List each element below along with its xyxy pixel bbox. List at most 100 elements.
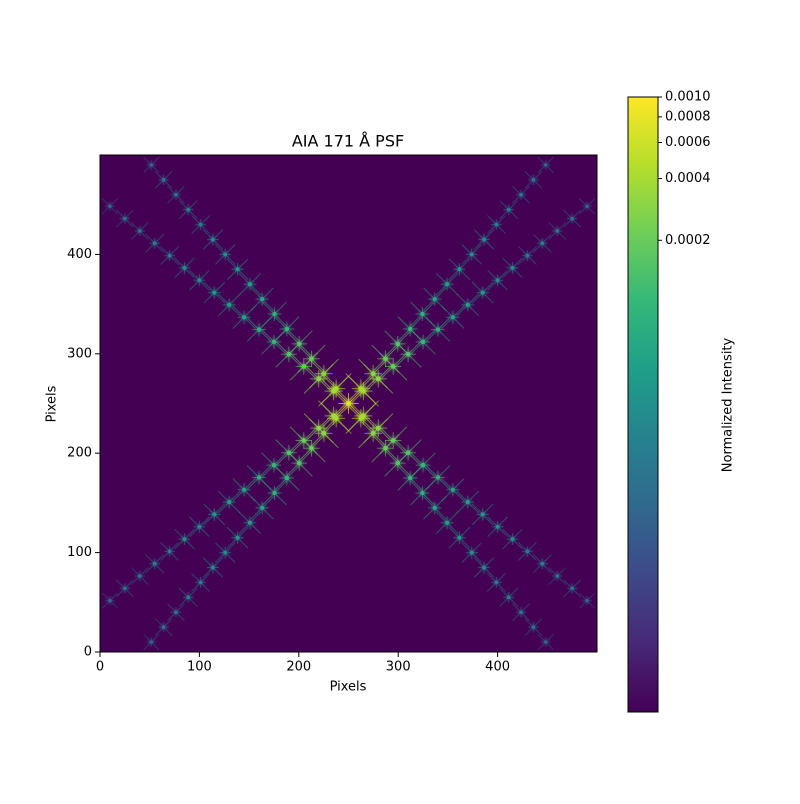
spot — [271, 339, 277, 345]
spot — [174, 610, 178, 615]
spot — [235, 535, 240, 540]
spot — [137, 229, 142, 233]
spot — [540, 241, 545, 246]
spot — [260, 297, 265, 302]
plot-frame — [99, 154, 598, 653]
spot — [152, 241, 157, 246]
spot — [247, 282, 252, 287]
colorbar-label: Normalized Intensity — [721, 337, 736, 472]
spot — [480, 290, 485, 295]
spot — [182, 537, 187, 542]
spot — [570, 586, 574, 591]
x-axis-label: Pixels — [330, 680, 367, 695]
spot — [405, 450, 411, 456]
spot — [420, 311, 425, 317]
spot — [555, 229, 560, 233]
spot — [585, 204, 589, 208]
spot — [445, 520, 450, 525]
spot — [435, 327, 441, 332]
spot — [519, 610, 523, 615]
spot — [450, 487, 455, 492]
spot — [210, 237, 215, 242]
spot — [360, 413, 366, 419]
spot — [149, 163, 153, 167]
spot — [137, 574, 142, 578]
spot — [465, 500, 470, 505]
chart-title: AIA 171 Å PSF — [292, 132, 404, 151]
y-tick-label: 300 — [67, 346, 92, 361]
colorbar-tick-label: 0.0004 — [665, 171, 711, 186]
spot — [540, 561, 545, 566]
spot — [108, 599, 112, 603]
spot — [167, 253, 172, 258]
y-tick-label: 100 — [67, 545, 92, 560]
spot — [271, 462, 277, 468]
spot — [316, 376, 322, 382]
spot — [182, 265, 187, 270]
spot — [242, 487, 247, 492]
colorbar-tick-label: 0.0002 — [665, 233, 711, 248]
spot — [457, 267, 462, 272]
spot — [480, 512, 485, 517]
spot — [272, 311, 277, 317]
spot — [435, 475, 441, 480]
spot — [301, 438, 307, 443]
spot — [223, 550, 228, 555]
spot — [197, 278, 202, 283]
spot — [457, 535, 462, 540]
spot — [445, 282, 450, 287]
spot — [519, 192, 523, 197]
spot — [510, 265, 515, 270]
x-tick-label: 0 — [96, 660, 104, 675]
spot — [123, 216, 127, 221]
y-axis-label: Pixels — [45, 385, 60, 422]
spot — [186, 595, 191, 600]
colorbar-tick-label: 0.0010 — [665, 90, 711, 105]
x-tick-label: 100 — [187, 660, 212, 675]
spot — [482, 565, 487, 570]
spot — [531, 625, 536, 629]
spot — [331, 388, 337, 394]
spot — [525, 549, 530, 554]
spot — [286, 450, 292, 456]
spot — [531, 178, 536, 182]
spot — [161, 625, 166, 629]
colorbar-tick-label: 0.0008 — [665, 109, 711, 124]
spot — [390, 438, 396, 443]
spot — [494, 580, 499, 585]
spot — [167, 549, 172, 554]
spot — [375, 425, 381, 431]
spot — [432, 505, 437, 510]
spot — [256, 327, 262, 332]
spot — [242, 315, 247, 320]
spot — [260, 505, 265, 510]
spot — [465, 302, 470, 307]
spot — [223, 252, 228, 257]
spot — [432, 297, 437, 302]
x-tick-label: 300 — [386, 660, 411, 675]
spot — [506, 207, 511, 212]
spot — [525, 253, 530, 258]
spot — [174, 192, 178, 197]
spot — [256, 475, 262, 480]
spot — [235, 267, 240, 272]
y-tick-label: 200 — [67, 446, 92, 461]
spot — [210, 565, 215, 570]
spot — [450, 315, 455, 320]
spot — [482, 237, 487, 242]
spot — [108, 204, 112, 208]
spot — [405, 351, 411, 357]
x-tick-label: 200 — [286, 660, 311, 675]
spot — [331, 413, 337, 419]
spot — [544, 640, 548, 644]
spot — [420, 490, 425, 496]
spot — [494, 222, 499, 227]
spot — [510, 537, 515, 542]
spot — [360, 388, 366, 394]
x-tick-label: 400 — [485, 660, 510, 675]
spot — [123, 586, 127, 591]
spot — [152, 561, 157, 566]
spot — [555, 574, 560, 578]
spot — [272, 490, 277, 496]
